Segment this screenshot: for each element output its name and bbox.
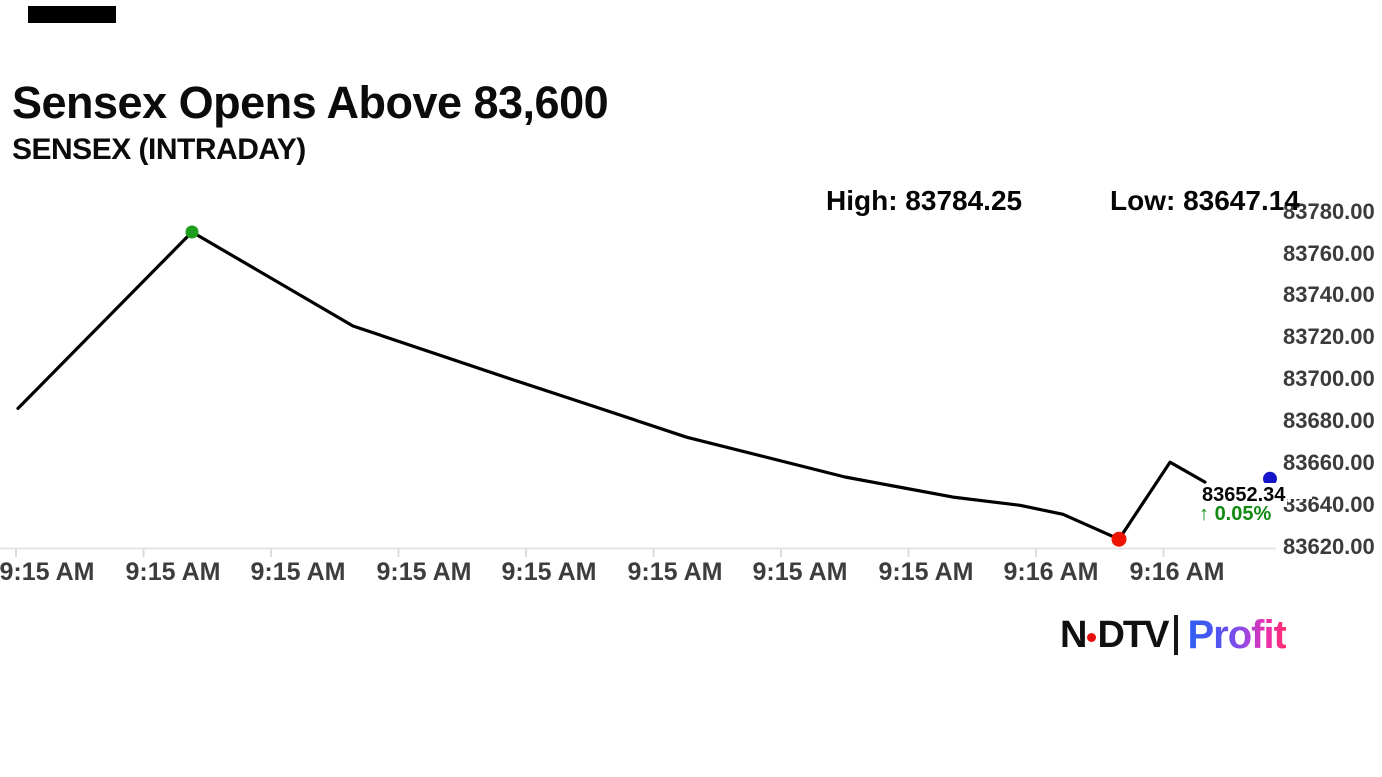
up-arrow-icon: ↑ [1199, 503, 1209, 525]
low-stat: Low: 83647.14 [1110, 185, 1300, 216]
ndtv-letter-n: N [1060, 613, 1087, 656]
last-price-label: 83652.34 [1200, 484, 1288, 507]
y-axis-label: 83700.00 [1283, 366, 1375, 392]
x-axis-label: 9:15 AM [878, 558, 974, 586]
high-stat: High: 83784.25 [826, 185, 1023, 216]
x-axis-label: 9:15 AM [250, 558, 346, 586]
ndtv-letters-dtv: DTV [1097, 613, 1169, 656]
ndtv-red-dot-icon [1087, 632, 1097, 642]
logo-separator [1174, 615, 1179, 655]
y-axis-label: 83680.00 [1283, 408, 1375, 433]
page-title: Sensex Opens Above 83,600 [12, 77, 609, 128]
x-axis-label: 9:15 AM [125, 558, 221, 586]
x-axis-label: 9:15 AM [501, 558, 597, 586]
change-label: ↑ 0.05% [1199, 503, 1271, 526]
price-line [16, 230, 1207, 541]
y-axis-label: 83760.00 [1283, 240, 1375, 266]
x-axis-label: 9:15 AM [376, 558, 472, 586]
corner-marker [28, 6, 116, 23]
y-axis-label: 83660.00 [1283, 449, 1375, 475]
y-axis-label: 83740.00 [1283, 282, 1375, 308]
low-marker [1111, 531, 1127, 547]
chart-subtitle: SENSEX (INTRADAY) [12, 133, 306, 166]
y-axis-label: 83780.00 [1283, 198, 1375, 224]
last-marker [1263, 471, 1277, 486]
x-axis-label: 9:16 AM [1003, 558, 1099, 586]
x-axis-label: 9:15 AM [752, 558, 848, 586]
ndtv-wordmark: N DTV [1060, 613, 1169, 657]
y-axis-label: 83620.00 [1283, 533, 1375, 559]
x-axis-label: 9:15 AM [627, 558, 723, 586]
x-axis-label: 9:16 AM [1129, 558, 1225, 586]
open-high-marker [185, 225, 199, 239]
x-axis-label: 9:15 AM [0, 558, 95, 586]
ndtv-profit-logo: N DTV Profit [1060, 612, 1287, 658]
change-value: 0.05% [1214, 503, 1272, 525]
profit-wordmark: Profit [1187, 612, 1286, 657]
y-axis-label: 83720.00 [1283, 324, 1375, 350]
